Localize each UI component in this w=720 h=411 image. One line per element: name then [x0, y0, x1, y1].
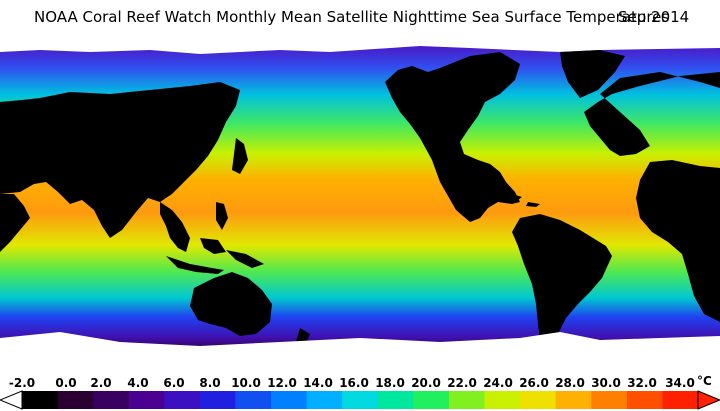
over-range-arrow [697, 390, 720, 410]
land-south-america [512, 214, 612, 356]
temperature-color-scale: -2.0 0.0 2.0 4.0 6.0 8.0 10.0 12.0 14.0 … [0, 372, 720, 411]
land-africa [636, 160, 720, 322]
land-japan [232, 138, 248, 174]
scale-label-4: 4.0 [127, 376, 149, 390]
land-caribbean [500, 192, 540, 207]
scale-label-8: 8.0 [199, 376, 221, 390]
antarctic-sea-ice [0, 332, 720, 370]
land-greenland [560, 50, 625, 98]
color-swatch [271, 391, 308, 409]
color-swatch [128, 391, 165, 409]
color-swatch [626, 391, 663, 409]
land-asia-west [0, 82, 240, 238]
color-swatch [377, 391, 414, 409]
scale-label-2: 2.0 [90, 376, 112, 390]
color-swatch [662, 391, 699, 409]
land-australia [190, 272, 272, 336]
scale-label-18: 18.0 [375, 376, 405, 390]
map-date: Sep 2014 [618, 8, 690, 26]
land-philippines [216, 202, 228, 230]
land-southeast-asia [160, 202, 190, 252]
under-range-arrow [0, 390, 23, 410]
color-swatch [93, 391, 130, 409]
land-indonesia [166, 238, 264, 274]
arctic-sea-ice [0, 42, 720, 54]
scale-label-24: 24.0 [483, 376, 513, 390]
scale-label-28: 28.0 [555, 376, 585, 390]
scale-label-10: 10.0 [231, 376, 261, 390]
color-swatch [484, 391, 521, 409]
color-swatch [555, 391, 592, 409]
color-swatch [413, 391, 450, 409]
color-swatch [199, 391, 236, 409]
color-swatch [22, 391, 59, 409]
color-swatch [57, 391, 94, 409]
land-north-america [385, 52, 520, 222]
color-swatch [306, 391, 343, 409]
color-swatch [342, 391, 379, 409]
scale-label-12: 12.0 [267, 376, 297, 390]
scale-label-16: 16.0 [339, 376, 369, 390]
color-scale-bar [0, 390, 720, 410]
scale-label-26: 26.0 [519, 376, 549, 390]
color-swatch [235, 391, 272, 409]
map-title-bar: NOAA Coral Reef Watch Monthly Mean Satel… [0, 8, 720, 28]
scale-label-6: 6.0 [163, 376, 185, 390]
color-swatch [520, 391, 557, 409]
color-swatches [22, 391, 699, 409]
scale-label-32: 32.0 [627, 376, 657, 390]
scale-label-30: 30.0 [591, 376, 621, 390]
scale-label-neg2: -2.0 [8, 376, 36, 390]
land-eurasia [584, 72, 720, 156]
sst-world-map [0, 42, 720, 370]
scale-label-14: 14.0 [303, 376, 333, 390]
scale-label-22: 22.0 [447, 376, 477, 390]
scale-label-20: 20.0 [411, 376, 441, 390]
scale-unit: °C [697, 374, 712, 388]
color-swatch [164, 391, 201, 409]
scale-label-0: 0.0 [55, 376, 77, 390]
color-swatch [591, 391, 628, 409]
color-swatch [448, 391, 486, 409]
land-africa-east [0, 194, 30, 252]
scale-label-34: 34.0 [665, 376, 695, 390]
map-title: NOAA Coral Reef Watch Monthly Mean Satel… [34, 8, 670, 26]
